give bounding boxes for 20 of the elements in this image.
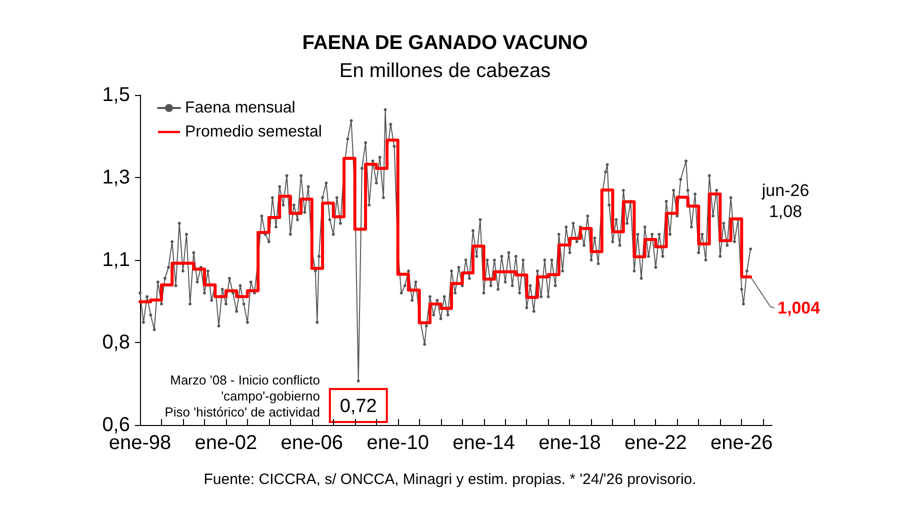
y-tick-label: 1,5 <box>102 84 130 106</box>
x-tick-label: ene-14 <box>452 432 515 454</box>
x-tick-label: ene-02 <box>194 432 258 454</box>
chart-title: FAENA DE GANADO VACUNO <box>302 32 588 54</box>
x-tick-label: ene-22 <box>624 432 687 454</box>
x-tick-label: ene-26 <box>710 432 773 454</box>
legend-label: Faena mensual <box>185 100 296 116</box>
y-tick-label: 1,1 <box>102 249 130 271</box>
annotation: jun-26 1,08 <box>760 181 810 221</box>
y-tick-label: 0,8 <box>102 332 130 354</box>
annotation: 0,72 <box>340 396 377 417</box>
x-tick-label: ene-06 <box>280 432 344 454</box>
y-tick-label: 1,3 <box>102 166 130 188</box>
x-tick-label: ene-18 <box>538 432 601 454</box>
chart-subtitle: En millones de cabezas <box>339 60 551 82</box>
annotation: Marzo '08 - Inicio conflicto 'campo'-gobierno Piso 'histórico' de actividad <box>164 372 320 420</box>
legend-label: Promedio semestal <box>185 124 322 140</box>
annotation: 1,004 <box>778 298 821 318</box>
source-note: Fuente: CICCRA, s/ ONCCA, Minagri y estim. propias. * '24/'26 provisorio. <box>204 471 696 488</box>
x-tick-label: ene-10 <box>366 432 429 454</box>
